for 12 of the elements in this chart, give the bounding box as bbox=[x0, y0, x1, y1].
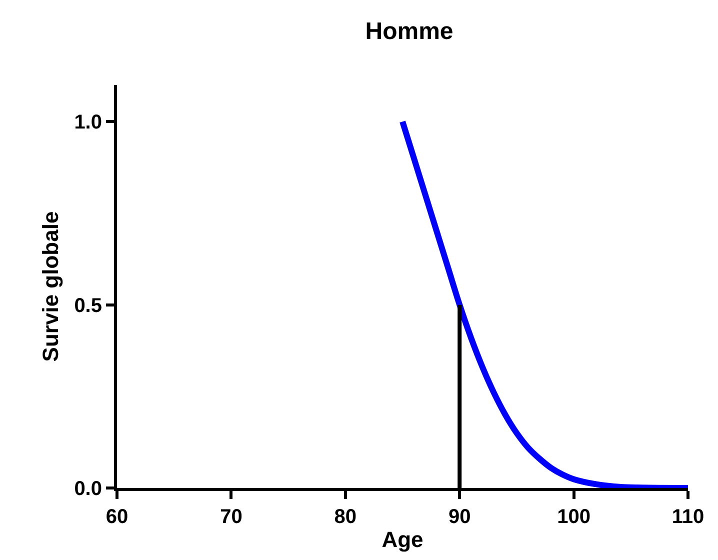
x-tick-label: 110 bbox=[672, 506, 704, 528]
x-tick-label: 80 bbox=[334, 506, 357, 528]
y-axis-title: Survie globale bbox=[38, 211, 63, 362]
x-tick-label: 70 bbox=[220, 506, 242, 528]
y-tick-label: 0.0 bbox=[74, 478, 102, 500]
x-tick-label: 60 bbox=[106, 506, 128, 528]
chart-title: Homme bbox=[365, 18, 454, 46]
y-tick-label: 0.5 bbox=[74, 294, 102, 317]
y-tick-label: 1.0 bbox=[74, 112, 102, 134]
x-axis-title: Age bbox=[382, 526, 424, 552]
x-tick-label: 100 bbox=[557, 506, 590, 528]
x-tick-label: 90 bbox=[448, 506, 471, 528]
